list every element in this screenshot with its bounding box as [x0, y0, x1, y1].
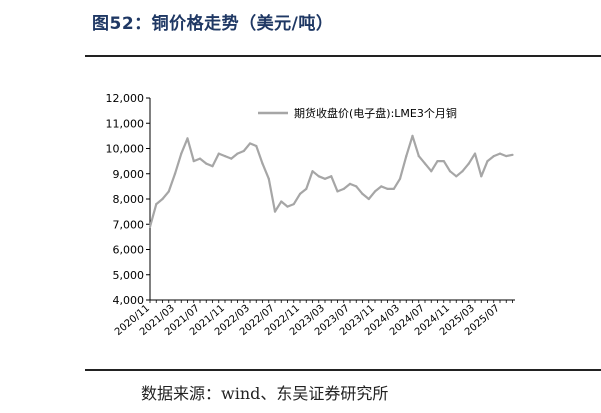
data-point — [355, 185, 358, 188]
data-point — [248, 142, 252, 145]
data-point — [148, 225, 152, 228]
chart-series — [148, 134, 514, 228]
data-point — [455, 175, 458, 178]
data-point — [330, 175, 333, 178]
data-point — [180, 152, 183, 155]
legend-label: 期货收盘价(电子盘):LME3个月铜 — [294, 106, 457, 120]
y-tick-label: 10,000 — [106, 143, 145, 156]
data-point — [392, 187, 395, 190]
y-tick-label: 6,000 — [113, 244, 145, 257]
data-point — [192, 160, 195, 163]
data-point — [467, 162, 470, 165]
data-point — [311, 170, 314, 173]
data-point — [261, 162, 264, 165]
y-tick-label: 4,000 — [113, 294, 145, 307]
bottom-rule — [85, 369, 601, 371]
data-point — [280, 200, 283, 203]
data-point — [486, 160, 489, 163]
y-tick-label: 11,000 — [106, 117, 145, 130]
data-point — [273, 210, 277, 213]
data-point — [442, 160, 445, 163]
data-point — [230, 157, 233, 160]
data-point — [511, 153, 514, 156]
data-point — [380, 185, 383, 188]
data-point — [242, 149, 245, 153]
data-point — [205, 162, 208, 165]
data-point — [267, 177, 270, 180]
data-point — [336, 190, 339, 193]
source-note: 数据来源：wind、东吴证券研究所 — [141, 384, 389, 403]
data-point — [348, 182, 352, 185]
data-point — [430, 170, 433, 173]
series-line-lme-copper — [148, 134, 513, 228]
data-point — [473, 152, 477, 155]
data-point — [361, 192, 364, 196]
data-point — [255, 144, 258, 148]
data-point — [423, 162, 427, 165]
y-tick-label: 9,000 — [113, 168, 145, 181]
data-point — [373, 190, 377, 193]
data-point — [411, 134, 414, 137]
data-point — [436, 160, 439, 163]
data-point — [167, 190, 170, 193]
top-rule — [85, 55, 601, 57]
data-point — [342, 187, 345, 190]
y-tick-label: 5,000 — [113, 269, 145, 282]
y-tick-label: 12,000 — [106, 92, 145, 105]
y-tick-label: 8,000 — [113, 193, 145, 206]
data-point — [417, 154, 420, 158]
data-point — [155, 202, 158, 206]
data-point — [292, 202, 295, 206]
data-point — [198, 157, 202, 160]
data-point — [305, 187, 308, 190]
data-point — [461, 170, 464, 173]
data-point — [223, 154, 227, 158]
figure-title: 图52：铜价格走势（美元/吨） — [92, 14, 334, 34]
data-point — [498, 152, 502, 155]
chart-axes: 4,000 5,000 6,000 7,000 8,000 9,000 10,000 11,0… — [106, 92, 515, 338]
data-point — [298, 192, 302, 196]
data-point — [405, 154, 408, 158]
data-point — [492, 154, 495, 158]
chart-legend: 期货收盘价(电子盘):LME3个月铜 — [258, 106, 457, 120]
data-point — [505, 154, 508, 158]
data-point — [173, 172, 177, 175]
data-point — [217, 152, 220, 155]
y-tick-label: 7,000 — [113, 218, 145, 231]
data-point — [448, 170, 452, 173]
data-point — [317, 175, 320, 178]
data-point — [367, 197, 370, 201]
data-point — [286, 205, 289, 208]
data-point — [386, 187, 389, 190]
data-point — [398, 177, 402, 180]
data-point — [236, 152, 239, 155]
data-point — [480, 175, 483, 178]
data-point — [161, 197, 164, 201]
data-point — [211, 165, 214, 168]
data-point — [323, 177, 327, 180]
data-point — [186, 137, 189, 140]
